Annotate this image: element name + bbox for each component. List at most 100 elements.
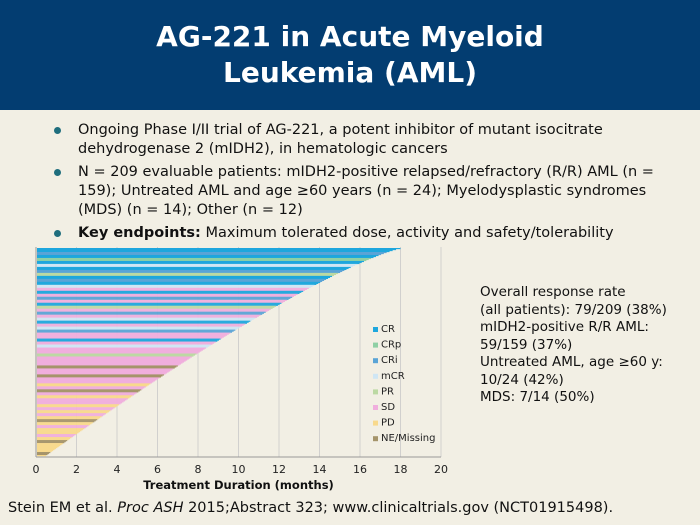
bar [37,404,120,406]
bar [37,257,372,260]
bar [37,344,211,346]
bar [37,267,349,270]
bar [37,259,367,262]
legend-swatch [373,389,378,395]
bar [37,452,51,454]
bar [37,293,298,295]
bar [37,298,289,300]
swimmer-chart: 0 2 4 6 8 10 12 14 16 18 20 Treatment Duration (mon… [33,247,448,492]
bar [37,438,71,440]
bar [37,317,256,319]
bar [37,326,241,328]
bar [37,303,280,305]
bar [37,418,99,420]
bar [37,427,86,429]
bar [37,379,157,381]
legend-label: PR [381,386,394,397]
bar [37,321,249,323]
bullet-dot-icon [54,127,61,134]
legend-label: PD [381,418,395,429]
bar [37,389,142,391]
bar [37,399,127,401]
bar [37,431,81,433]
bar [37,382,152,384]
x-tick-label: 8 [195,463,202,476]
bar [37,356,192,358]
bar [37,359,188,361]
bar [37,430,82,432]
bar [37,447,58,449]
bullet-text: N = 209 evaluable patients: mIDH2-positi… [78,164,654,218]
bar [37,305,277,307]
bar [37,308,271,310]
legend-swatch [373,327,378,332]
x-tick-label: 6 [154,463,161,476]
bar [37,384,149,386]
bar [37,419,98,421]
bar [37,292,300,294]
bar [37,279,325,281]
bar [37,307,273,309]
bullet-item: Ongoing Phase I/II trial of AG-221, a po… [48,121,678,159]
bar [37,367,175,369]
bar [37,449,55,451]
bar [37,417,101,419]
legend-swatch [373,420,378,426]
bar [37,381,154,383]
bar [37,306,275,308]
legend-label: CRp [381,340,401,351]
bar [37,424,91,426]
bar [37,390,140,392]
bar [37,372,168,374]
bar [37,275,333,278]
bar [37,301,284,303]
bullet-item: Key endpoints: Maximum tolerated dose, a… [48,224,678,243]
bar [37,403,121,405]
bar [37,353,197,355]
bar [37,319,253,321]
bar [37,349,203,351]
bar [37,426,88,428]
bar [37,347,207,349]
bar [37,405,118,407]
legend-label: SD [381,402,395,413]
bar [37,375,163,377]
bar [37,373,166,375]
bar [37,270,343,273]
bar [37,274,335,277]
bar [37,364,180,366]
bar [37,309,270,311]
bar [37,331,233,333]
title-bar: AG-221 in Acute Myeloid Leukemia (AML) [0,0,700,110]
bar [37,437,72,439]
bar [37,332,231,334]
bar [37,360,186,362]
bar [37,266,351,269]
x-tick-label: 20 [434,463,448,476]
bar [37,327,239,329]
bar [37,333,229,335]
bar [37,258,369,261]
bullet-item: N = 209 evaluable patients: mIDH2-positi… [48,163,678,220]
bar [37,249,393,252]
bar [37,358,189,360]
x-tick-label: 12 [272,463,286,476]
bar [37,328,237,330]
bar [37,357,191,359]
bar [37,378,158,380]
bar [37,362,183,364]
bar [37,429,83,431]
bar [37,300,286,302]
bar [37,278,327,280]
bar [37,393,136,395]
response-line: MDS: 7/14 (50%) [480,389,595,405]
bar [37,296,293,298]
bullet-dot-icon [54,169,61,176]
bullet-bold-text: Key endpoints: [78,225,201,241]
bar [37,391,139,393]
response-line: 10/24 (42%) [480,371,564,388]
bar [37,336,224,338]
bar [37,400,126,402]
bar [37,302,282,304]
bar [37,255,376,258]
